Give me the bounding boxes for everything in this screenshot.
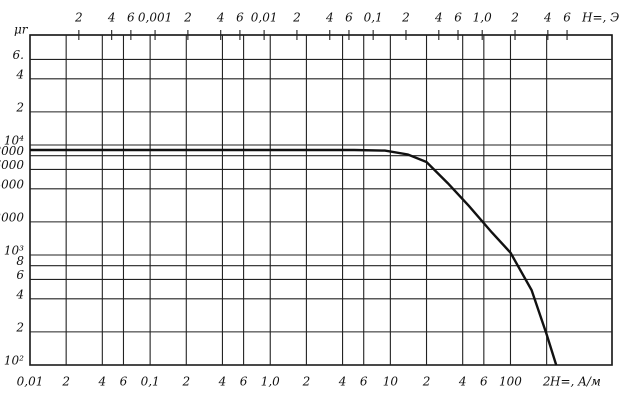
x2-tick-label: 4 (107, 11, 116, 25)
x2-tick-label: 6 (236, 11, 244, 25)
y-tick-label: 4 (15, 287, 24, 301)
x2-tick-label: 4 (543, 11, 552, 25)
y-tick-label: 8 (16, 254, 24, 268)
x2-tick-label: 2 (74, 11, 83, 25)
y-tick-label: 2000 (0, 210, 24, 224)
x2-tick-label: 6 (345, 11, 353, 25)
x-axis-label: H=, A/м (549, 375, 601, 389)
x2-tick-label: 0,001 (138, 11, 172, 25)
x-tick-label: 4 (458, 375, 467, 389)
x-tick-label: 6 (360, 375, 368, 389)
x-tick-label: 6 (240, 375, 248, 389)
x-tick-label: 4 (218, 375, 227, 389)
x2-tick-label: 4 (434, 11, 443, 25)
x-tick-label: 2 (181, 375, 190, 389)
x2-axis-label: H=, Э (581, 11, 619, 25)
x-tick-label: 4 (338, 375, 347, 389)
y-tick-label: 2 (15, 320, 24, 334)
x2-tick-label: 6 (563, 11, 571, 25)
y-tick-label: 2 (15, 100, 24, 114)
x-tick-label: 2 (61, 375, 70, 389)
x-tick-label: 6 (120, 375, 128, 389)
y-tick-label: 6 (16, 268, 24, 282)
x2-tick-label: 2 (183, 11, 192, 25)
y-tick-label: 4 (15, 67, 24, 81)
x2-tick-label: 6 (127, 11, 135, 25)
x-tick-label: 2 (422, 375, 431, 389)
y-tick-label: 10⁴ (4, 134, 24, 148)
x2-tick-label: 0,01 (251, 11, 278, 25)
x2-tick-label: 2 (510, 11, 519, 25)
x2-tick-label: 2 (401, 11, 410, 25)
x2-tick-label: 4 (325, 11, 334, 25)
x-tick-label: 2 (542, 375, 551, 389)
y-tick-label: 6000 (0, 158, 24, 172)
x-tick-label: 4 (97, 375, 106, 389)
y-tick-label: 4000 (0, 177, 24, 191)
x2-tick-label: 2 (292, 11, 301, 25)
x2-tick-label: 6 (454, 11, 462, 25)
y-tick-label: 8000 (0, 144, 24, 158)
x2-tick-label: 4 (216, 11, 225, 25)
y-tick-label: 6. (13, 48, 24, 62)
x2-tick-label: 0,1 (364, 11, 383, 25)
x-tick-label: 0,1 (141, 375, 160, 389)
curve (30, 148, 558, 366)
y-axis-label: μr (14, 23, 29, 37)
y-tick-label: 10³ (4, 244, 24, 258)
y-tick-label: 10² (4, 354, 24, 368)
x-tick-label: 0,01 (17, 375, 44, 389)
x-tick-label: 10 (383, 375, 399, 389)
plot-frame (29, 34, 613, 366)
x-tick-label: 6 (480, 375, 488, 389)
x-tick-label: 1,0 (261, 375, 280, 389)
x-tick-label: 2 (302, 375, 311, 389)
x-tick-label: 100 (499, 375, 522, 389)
x2-tick-label: 1,0 (473, 11, 492, 25)
